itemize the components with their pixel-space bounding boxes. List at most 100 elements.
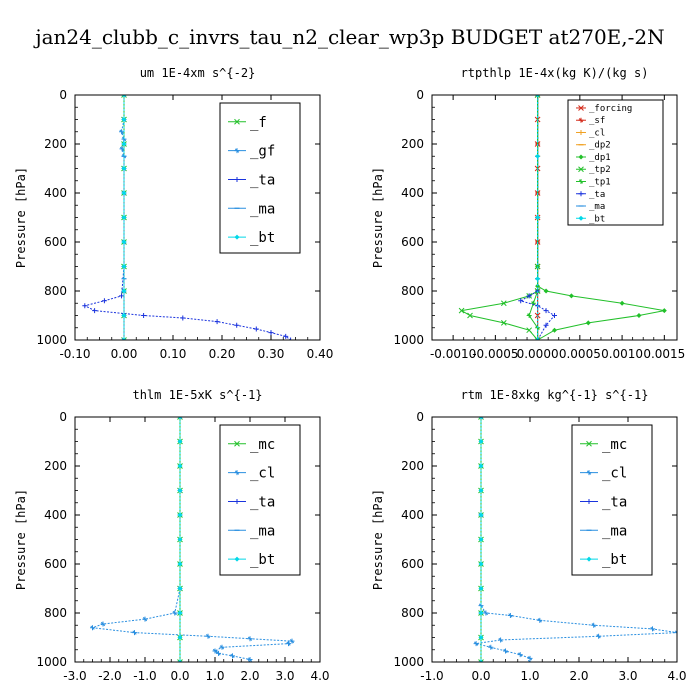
plot-frame: [74, 94, 321, 341]
panel-title: rtpthlp 1E-4x(kg K)/(kg s): [461, 66, 649, 80]
data-point: [82, 303, 88, 309]
legend-box: [219, 102, 301, 254]
data-point: [636, 313, 642, 318]
data-point: [517, 652, 523, 658]
legend-label: _gf: [250, 144, 275, 160]
data-point: [119, 129, 125, 135]
data-point: [478, 512, 484, 518]
data-point: [478, 561, 484, 567]
series-line-cl: [92, 417, 294, 662]
panel-title: thlm 1E-5xK s^{-1}: [132, 388, 262, 402]
x-tick-label: 0.0000: [517, 347, 559, 361]
figure-title: jan24_clubb_c_invrs_tau_n2_clear_wp3p BU…: [33, 25, 664, 49]
legend-marker: [586, 498, 592, 504]
data-point: [568, 293, 574, 299]
chart-panel-4: rtm 1E-8xkg kg^{-1} s^{-1} Pressure [hPa]…: [371, 388, 687, 683]
data-point: [488, 644, 494, 650]
data-point: [518, 298, 524, 304]
data-point: [507, 612, 513, 618]
data-point: [121, 166, 127, 171]
x-tick-label: -0.10: [59, 347, 90, 361]
data-point: [172, 610, 178, 616]
x-tick-label: 0.0: [471, 669, 490, 683]
data-point: [121, 337, 127, 340]
x-tick-label: 0.0005: [559, 347, 601, 361]
data-point: [478, 439, 484, 444]
data-point: [121, 215, 127, 220]
data-point: [498, 637, 504, 643]
data-point: [121, 117, 127, 122]
data-point: [591, 622, 597, 628]
data-point: [535, 95, 541, 98]
legend-marker: [234, 176, 240, 182]
data-point: [473, 641, 479, 647]
y-tick-label: 0: [59, 88, 67, 102]
data-point: [552, 327, 557, 333]
y-tick-label: 200: [44, 459, 67, 473]
legend-label: _cl: [589, 128, 605, 138]
x-tick-label: 2.0: [569, 669, 588, 683]
legend-label: _dp2: [589, 141, 611, 151]
legend-label: _forcing: [589, 104, 632, 114]
legend: _mc _cl _ta _ma _bt: [219, 424, 301, 576]
y-tick-label: 600: [44, 235, 67, 249]
data-point: [180, 315, 186, 321]
y-tick-label: 200: [401, 459, 424, 473]
data-point: [478, 610, 484, 616]
y-tick-label: 1000: [393, 333, 424, 347]
chart-panel-3: thlm 1E-5xK s^{-1} Pressure [hPa] -3.0 -2.0…: [14, 388, 330, 683]
data-point: [661, 308, 667, 314]
data-point: [121, 264, 127, 269]
data-point: [177, 417, 183, 420]
legend-marker: [234, 234, 240, 240]
x-tick-label: 0.0: [170, 669, 189, 683]
y-axis-label: Pressure [hPa]: [14, 167, 28, 268]
x-tick-label: 0.10: [160, 347, 187, 361]
series-group: [473, 417, 677, 662]
plot-frame: [431, 416, 678, 663]
data-point: [121, 313, 127, 318]
x-tick-label: -3.0: [63, 669, 86, 683]
data-point: [219, 644, 225, 650]
y-axis-label: Pressure [hPa]: [371, 167, 385, 268]
y-tick-label: 0: [416, 410, 424, 424]
legend-marker: [578, 178, 584, 184]
legend: _f _gf _ta _ma _bt: [219, 102, 301, 254]
panel-title: rtm 1E-8xkg kg^{-1} s^{-1}: [461, 388, 649, 402]
data-point: [177, 635, 183, 640]
data-point: [478, 463, 484, 469]
legend-label: _bt: [602, 552, 627, 568]
series-group: [458, 95, 667, 340]
data-point: [527, 659, 533, 662]
x-tick-label: -1.0: [133, 669, 156, 683]
y-tick-label: 0: [59, 410, 67, 424]
data-point: [478, 659, 484, 662]
data-point: [177, 537, 183, 542]
data-point: [90, 625, 95, 631]
legend-label: _mc: [602, 437, 627, 453]
legend-label: _ma: [602, 523, 627, 539]
legend-label: _dp1: [589, 153, 611, 163]
data-point: [537, 617, 543, 623]
legend: _forcing _sf _cl _dp2 _dp1 _tp2 _tp1 _ta _ma _bt: [567, 99, 664, 226]
data-point: [650, 626, 655, 632]
data-point: [177, 659, 183, 662]
y-tick-label: 800: [44, 284, 67, 298]
data-point: [619, 300, 625, 306]
data-point: [483, 610, 489, 616]
data-point: [526, 327, 533, 334]
data-point: [526, 313, 532, 318]
legend-label: _ma: [250, 523, 275, 539]
data-point: [177, 463, 183, 469]
x-tick-label: 3.0: [618, 669, 637, 683]
y-tick-label: 200: [44, 137, 67, 151]
series-group: [82, 95, 294, 340]
data-point: [121, 190, 127, 196]
data-point: [253, 326, 259, 332]
legend-box: [571, 424, 653, 576]
data-point: [132, 630, 137, 636]
y-tick-label: 1000: [36, 333, 67, 347]
legend-box: [567, 99, 664, 226]
x-tick-label: 0.0010: [601, 347, 643, 361]
data-point: [535, 337, 541, 340]
